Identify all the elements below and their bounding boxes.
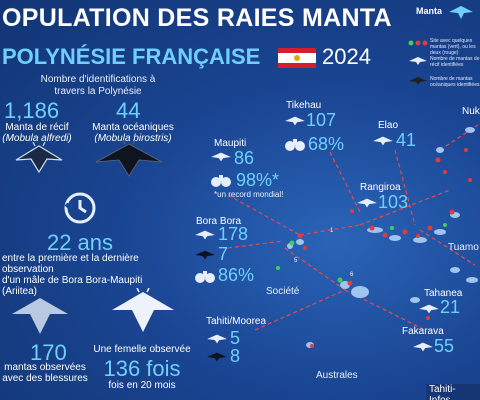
- reef-manta-icon: [357, 198, 377, 208]
- island-elao-reef: 41: [396, 130, 417, 150]
- reef-latin: (Mobula alfredi): [2, 133, 72, 144]
- oceanic-label: Manta océaniques (Mobula birostris): [88, 122, 178, 144]
- injured-value: 170: [30, 340, 67, 365]
- legend-label: Site avec quelques mantas (vert), ou les…: [430, 38, 476, 56]
- island-rangiroa-reef: 103: [378, 192, 409, 212]
- years-text: entre la première et la dernière observa…: [2, 253, 162, 297]
- island-tahiti-name: Tahiti/Moorea: [206, 316, 267, 327]
- svg-text:5: 5: [294, 258, 298, 264]
- island-maupiti-note: *un record mondial!: [214, 190, 284, 199]
- french-polynesia-flag-icon: [278, 48, 316, 68]
- reef-manta-icon: [413, 342, 433, 352]
- reef-manta-icon: [285, 116, 305, 126]
- site-numbers: 5 6 1: [294, 228, 354, 278]
- archipelago-australes-label: Australes: [316, 370, 358, 381]
- svg-text:1: 1: [330, 228, 334, 234]
- island-elao-name: Elao: [378, 120, 399, 131]
- reef-label: Manta de récif (Mobula alfredi): [0, 122, 74, 144]
- archipelago-tuamotu-label: Tuamo: [448, 242, 479, 253]
- reef-name: Manta de récif: [5, 122, 69, 133]
- site-dots: [276, 148, 472, 348]
- page-title: OPULATION DES RAIES MANTA: [2, 4, 392, 32]
- island-fakarava-reef: 55: [434, 336, 455, 356]
- injured-text: mantas observées avec des blessures: [0, 362, 90, 384]
- island-bora-name: Bora Bora: [196, 216, 242, 227]
- island-rangiroa-name: Rangiroa: [360, 182, 401, 193]
- island-maupiti-name: Maupiti: [214, 138, 247, 149]
- island-tikehau-reef: 107: [306, 110, 337, 130]
- female-manta-icon: [112, 288, 174, 332]
- reef-count: 1,186: [4, 98, 60, 123]
- legend: Site avec quelques mantas (vert), ou les…: [408, 26, 480, 96]
- oceanic-manta-icon: [95, 140, 163, 177]
- reef-manta-icon: [419, 304, 439, 314]
- legend-label: Nombre de mantas de récif identifiées: [430, 56, 480, 68]
- credit: Tahiti-Infos: [426, 384, 480, 400]
- oceanic-manta-icon: [195, 250, 215, 260]
- binoculars-icon: [195, 271, 215, 283]
- binoculars-icon: [285, 139, 305, 151]
- island-tahiti-reef: 5: [230, 328, 241, 348]
- reef-manta-icon: [373, 136, 393, 146]
- years-text-line2: d'un mâle de Bora Bora-Maupiti (Ariitea): [2, 275, 143, 297]
- island-tahanea-reef: 21: [440, 297, 461, 317]
- identifications-label: Nombre d'identifications à travers la Po…: [40, 74, 156, 97]
- reef-manta-icon: [211, 152, 231, 162]
- site-dots-icon: [408, 40, 428, 46]
- injured-text-line2: avec des blessures: [2, 373, 88, 384]
- female-value: 136 fois: [103, 356, 181, 381]
- reef-manta-icon: [195, 230, 215, 240]
- brand-logo: Manta: [408, 0, 476, 26]
- oceanic-name: Manta océaniques: [92, 122, 174, 133]
- reef-manta-icon: [15, 142, 63, 174]
- female-sub: fois en 20 mois: [108, 380, 176, 391]
- manta-logo-icon: [449, 6, 473, 19]
- legend-label: Nombre de mantas océaniques identifiées: [430, 76, 480, 88]
- reef-manta-icon: [207, 334, 227, 344]
- island-tahanea-name: Tahanea: [424, 288, 463, 299]
- island-bora-reef: 178: [218, 224, 249, 244]
- archipelago-societe-label: Société: [266, 286, 300, 297]
- island-fakarava-name: Fakarava: [402, 326, 444, 337]
- svg-text:6: 6: [350, 272, 354, 278]
- island-bora-oceanic: 7: [218, 244, 229, 264]
- page-subtitle: POLYNÉSIE FRANÇAISE: [2, 44, 261, 69]
- binoculars-icon: [211, 175, 231, 187]
- brand-logo-text: Manta: [416, 6, 443, 16]
- oceanic-latin: (Mobula birostris): [94, 133, 172, 144]
- island-tahiti-oceanic: 8: [230, 346, 241, 366]
- clock-icon: [64, 192, 96, 224]
- island-tikehau-name: Tikehau: [286, 100, 322, 111]
- female-label: Une femelle observée: [93, 344, 191, 355]
- island-maupiti-reef: 86: [234, 148, 255, 168]
- years-text-line1: entre la première et la dernière observa…: [2, 253, 139, 275]
- years-value: 22 ans: [46, 230, 114, 255]
- island-tikehau-pct: 68%: [308, 134, 345, 154]
- oceanic-manta-icon: [409, 77, 427, 85]
- injured-manta-icon: [12, 298, 68, 334]
- oceanic-manta-icon: [207, 352, 227, 362]
- island-bora-pct: 86%: [218, 265, 255, 285]
- year: 2024: [322, 44, 371, 69]
- reef-manta-icon: [409, 57, 427, 65]
- injured-text-line1: mantas observées: [4, 362, 86, 373]
- island-nuku-name: Nuk: [462, 106, 480, 117]
- oceanic-count: 44: [116, 98, 141, 123]
- island-maupiti-pct: 98%*: [236, 170, 280, 190]
